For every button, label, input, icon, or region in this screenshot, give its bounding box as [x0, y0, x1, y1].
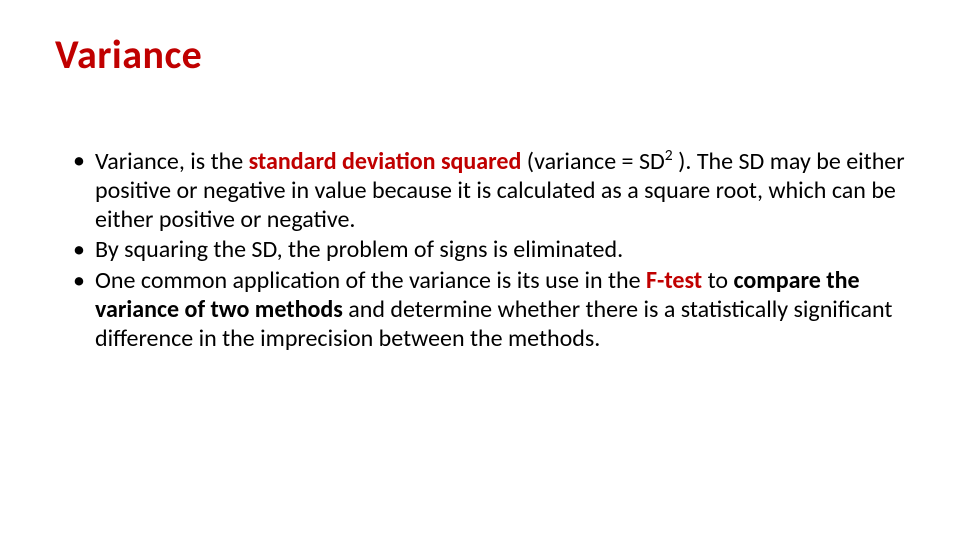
text-run: standard deviation squared [249, 147, 522, 176]
bullet-item: Variance, is the standard deviation squa… [73, 147, 905, 234]
text-run: F-test [646, 266, 702, 295]
text-run: One common application of the variance i… [95, 266, 646, 295]
text-run: to [702, 266, 733, 295]
bullet-item: By squaring the SD, the problem of signs… [73, 236, 905, 265]
text-run: (variance = SD [521, 147, 664, 176]
bullet-list: Variance, is the standard deviation squa… [55, 147, 905, 354]
bullet-item: One common application of the variance i… [73, 267, 905, 353]
text-run: 2 [665, 146, 673, 165]
text-run: Variance, is the [95, 147, 249, 176]
text-run: By squaring the SD, the problem of signs… [95, 235, 623, 264]
slide: Variance Variance, is the standard devia… [0, 0, 960, 540]
slide-title: Variance [55, 30, 905, 79]
